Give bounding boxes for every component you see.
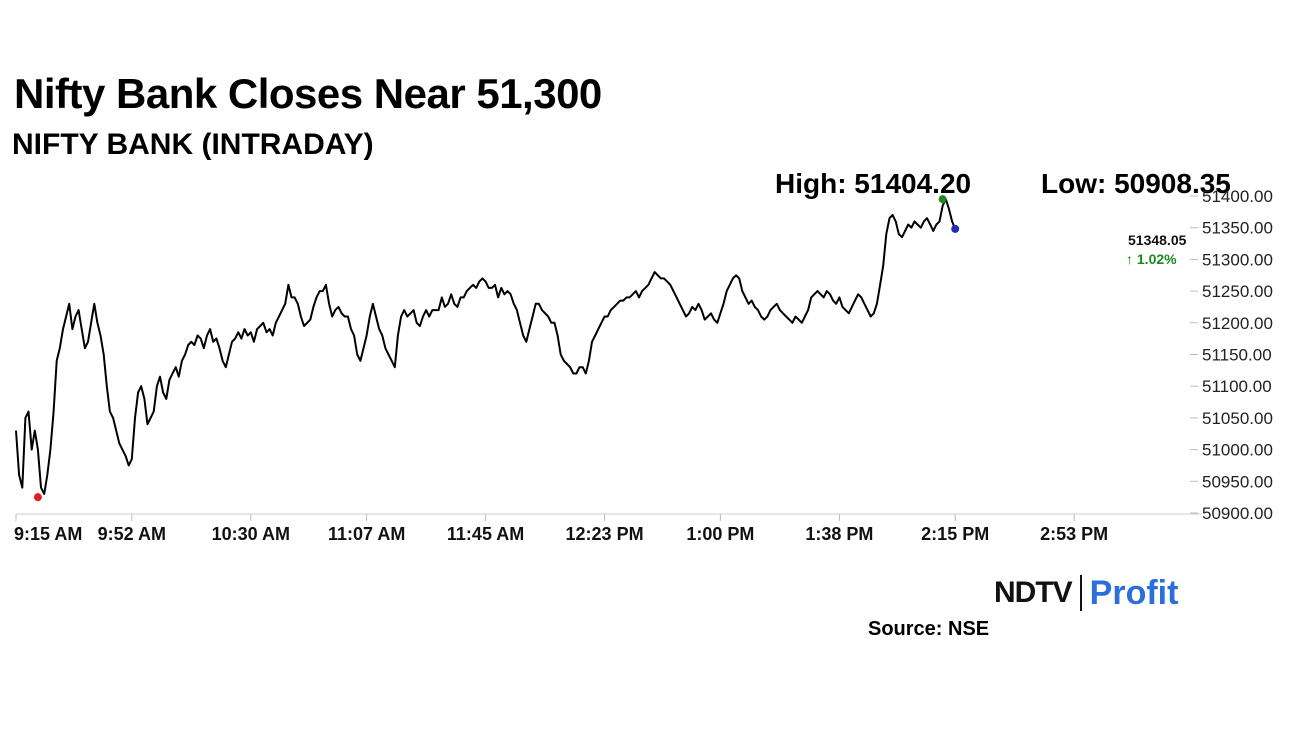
x-tick-label: 9:52 AM (98, 524, 166, 544)
x-tick-label: 10:30 AM (212, 524, 290, 544)
y-tick-label: 51250.00 (1202, 282, 1273, 301)
high-marker (938, 195, 947, 204)
x-tick-label: 9:15 AM (14, 524, 82, 544)
y-tick-label: 50950.00 (1202, 472, 1273, 491)
chart-axes: 50900.00 50950.00 51000.00 51050.00 51100.00… (14, 187, 1273, 544)
page-title: Nifty Bank Closes Near 51,300 (14, 70, 602, 117)
chart-plot-area (15, 198, 957, 495)
x-tick-label: 2:15 PM (921, 524, 989, 544)
logo-divider (1079, 575, 1082, 611)
source-note: Source: NSE (868, 618, 990, 640)
x-tick-label: 12:23 PM (566, 524, 644, 544)
low-marker (33, 493, 42, 502)
y-tick-label: 51000.00 (1202, 441, 1273, 460)
logo-profit-text: Profit (1089, 573, 1179, 612)
last-price-label: 51348.05 (1128, 232, 1187, 248)
last-change-label: ↑ 1.02% (1126, 251, 1177, 267)
y-tick-label: 51200.00 (1202, 314, 1273, 333)
last-marker (951, 224, 960, 233)
chart-subtitle: NIFTY BANK (INTRADAY) (12, 128, 374, 161)
x-tick-label: 1:00 PM (686, 524, 754, 544)
y-tick-label: 51300.00 (1202, 250, 1273, 269)
series-line (15, 198, 957, 495)
x-tick-label: 11:07 AM (328, 524, 405, 544)
x-tick-label: 1:38 PM (805, 524, 873, 544)
x-tick-label: 11:45 AM (447, 524, 524, 544)
y-tick-label: 51150.00 (1202, 346, 1272, 365)
high-stat: High: 51404.20 (775, 168, 972, 199)
y-tick-label: 51050.00 (1202, 409, 1273, 428)
low-stat: Low: 50908.35 (1041, 168, 1231, 199)
y-tick-label: 51400.00 (1202, 187, 1273, 206)
logo-ndtv-text: NDTV (994, 576, 1073, 609)
chart-markers (33, 195, 960, 502)
x-tick-label: 2:53 PM (1040, 524, 1108, 544)
ndtv-profit-logo: NDTV Profit (994, 572, 1178, 614)
y-tick-label: 51350.00 (1202, 219, 1273, 238)
y-tick-label: 50900.00 (1202, 504, 1273, 523)
y-tick-label: 51100.00 (1202, 377, 1272, 396)
